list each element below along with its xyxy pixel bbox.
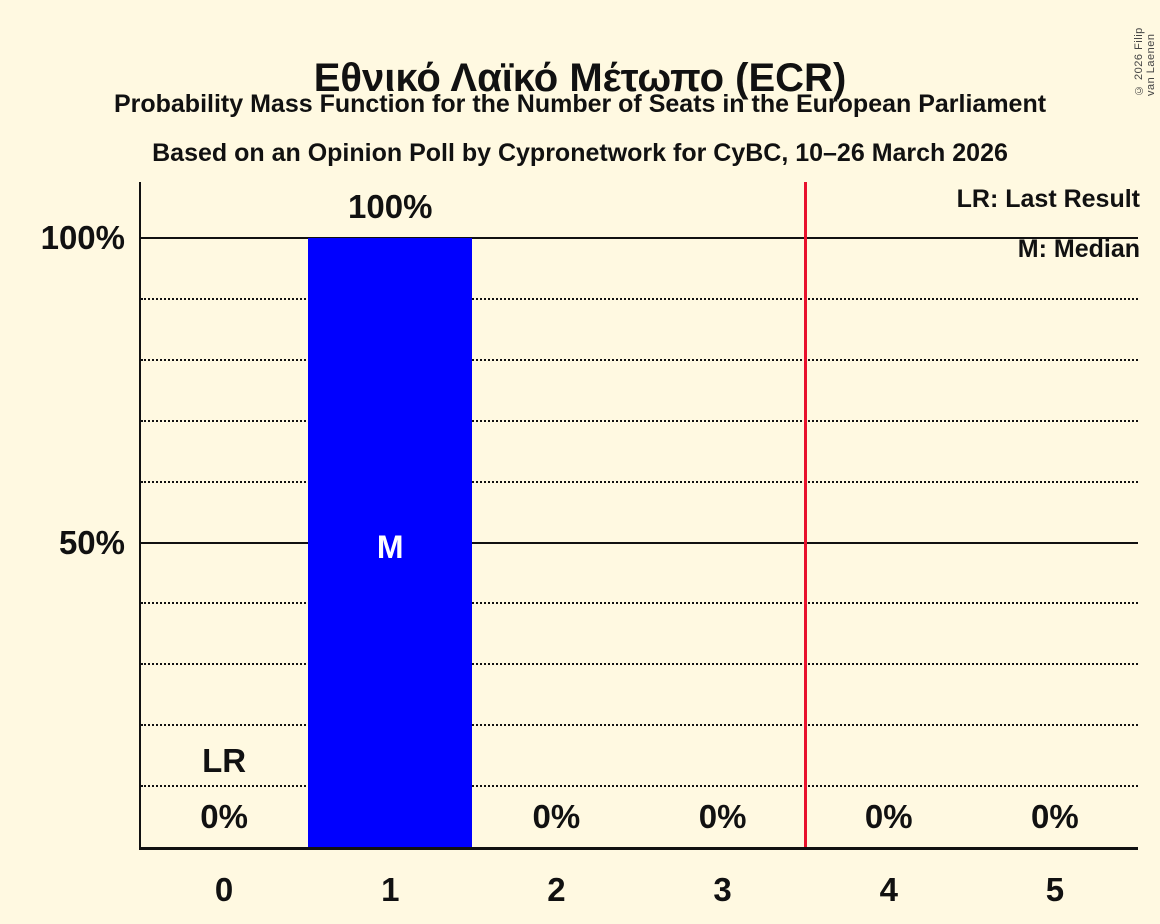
legend-last-result: LR: Last Result xyxy=(956,185,1140,213)
y-axis-tick-100: 100% xyxy=(40,219,125,256)
value-label-seats-2: 0% xyxy=(532,798,581,835)
y-axis-tick-50: 50% xyxy=(58,524,125,561)
value-label-seats-0: 0% xyxy=(200,798,248,835)
copyright-notice: © 2026 Filip van Laenen xyxy=(1133,27,1157,96)
gridline-80 xyxy=(141,358,1138,361)
x-axis-labels: 0 1 2 3 4 5 xyxy=(141,870,1138,910)
chart-title: Εθνικό Λαϊκό Μέτωπο (ECR) xyxy=(313,55,847,100)
vertical-reference-line xyxy=(804,182,808,847)
chart-subtitle: Probability Mass Function for the Number… xyxy=(113,90,1047,118)
gridline-30 xyxy=(141,663,1138,666)
gridline-70 xyxy=(141,419,1138,422)
bar-seats-1 xyxy=(308,238,473,847)
x-axis-label-4: 4 xyxy=(879,871,898,908)
gridline-100 xyxy=(141,237,1138,239)
gridline-90 xyxy=(141,297,1138,300)
gridline-40 xyxy=(141,602,1138,605)
x-axis-label-1: 1 xyxy=(381,871,400,908)
x-axis-label-5: 5 xyxy=(1045,871,1065,908)
legend-median: M: Median xyxy=(1017,235,1140,263)
x-axis-label-3: 3 xyxy=(713,871,732,908)
gridline-20 xyxy=(141,724,1138,727)
plot-area: 0% 100% 0% 0% 0% 0% LR M xyxy=(139,182,1138,850)
gridline-50 xyxy=(141,541,1138,544)
x-axis-label-2: 2 xyxy=(547,871,566,908)
value-label-seats-3: 0% xyxy=(698,798,747,835)
value-label-seats-1: 100% xyxy=(348,188,433,225)
x-axis-label-0: 0 xyxy=(214,871,234,908)
gridline-10 xyxy=(141,785,1138,788)
gridline-60 xyxy=(141,480,1138,483)
median-marker: M xyxy=(376,529,404,565)
chart-poll-source: Based on an Opinion Poll by Cypronetwork… xyxy=(152,139,1008,167)
value-label-seats-5: 0% xyxy=(1031,798,1079,835)
value-label-seats-4: 0% xyxy=(864,798,913,835)
last-result-marker: LR xyxy=(202,742,247,779)
